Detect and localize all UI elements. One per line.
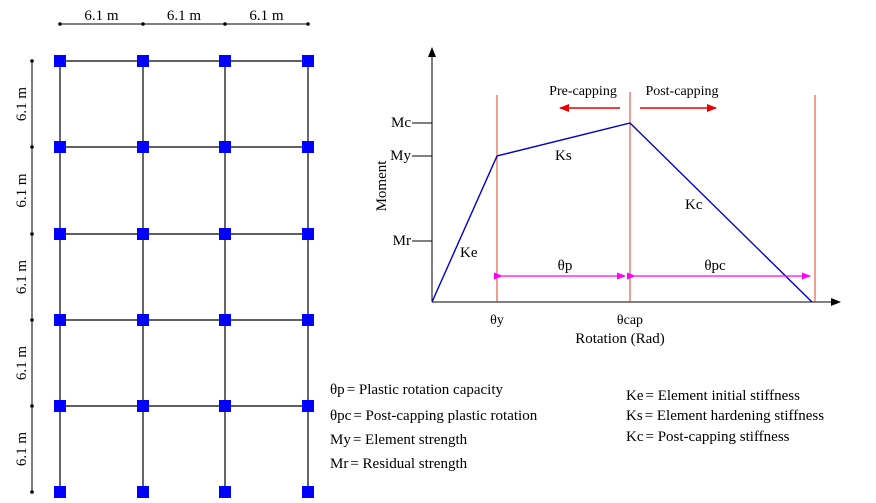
dimension-tick (306, 22, 310, 26)
backbone-diagram: Moment Rotation (Rad) Mc My Mr θy θcap K… (374, 47, 841, 347)
legend-symbol: Ke (626, 388, 644, 404)
backbone-curve (431, 122, 813, 303)
node (137, 141, 149, 153)
support-node (302, 486, 314, 498)
ks-label: Ks (555, 148, 572, 164)
legend-text: = Element hardening stiffness (645, 408, 825, 424)
story-label-5: 6.1 m (14, 87, 30, 122)
bay-label-3: 6.1 m (249, 8, 284, 24)
node (54, 55, 66, 67)
legend-text: = Element strength (353, 432, 468, 448)
support-node (137, 486, 149, 498)
legend-item-theta-p: θp = Plastic rotation capacity (330, 382, 504, 398)
story-dimensions: 6.1 m 6.1 m 6.1 m 6.1 m 6.1 m (14, 59, 34, 494)
legend-symbol: Ks (626, 408, 643, 424)
node (54, 314, 66, 326)
story-label-3: 6.1 m (14, 260, 30, 295)
legend-item-my: My = Element strength (330, 432, 468, 448)
dimension-tick (30, 318, 34, 322)
dimension-tick (30, 404, 34, 408)
node (137, 228, 149, 240)
theta-cap-label: θcap (617, 313, 643, 328)
frame-nodes (54, 55, 314, 498)
frame-elevation: 6.1 m 6.1 m 6.1 m 6.1 m 6.1 m 6.1 m 6.1 … (14, 8, 314, 498)
mr-label: Mr (393, 233, 411, 249)
legend-text: = Post-capping stiffness (646, 429, 790, 445)
story-label-4: 6.1 m (14, 173, 30, 208)
legend-text: = Residual strength (350, 456, 467, 472)
legend-text: = Post-capping plastic rotation (353, 408, 537, 424)
node (54, 400, 66, 412)
mc-label: Mc (391, 115, 411, 131)
theta-y-label: θy (490, 313, 504, 328)
dimension-tick (30, 59, 34, 63)
moment-axis-label: Moment (374, 160, 390, 212)
legend-symbol: θpc (330, 408, 352, 424)
bay-label-1: 6.1 m (84, 8, 119, 24)
story-label-1: 6.1 m (14, 432, 30, 467)
legend-item-kc: Kc = Post-capping stiffness (626, 429, 790, 445)
node (137, 55, 149, 67)
node (219, 55, 231, 67)
dimension-tick (30, 145, 34, 149)
node (219, 141, 231, 153)
kc-label: Kc (685, 197, 703, 213)
node (219, 228, 231, 240)
theta-pc-label: θpc (704, 258, 726, 274)
legend-text: = Plastic rotation capacity (347, 382, 504, 398)
legend-item-ke: Ke = Element initial stiffness (626, 388, 800, 404)
node (219, 400, 231, 412)
legend-text: = Element initial stiffness (646, 388, 801, 404)
dimension-tick (141, 22, 145, 26)
node (302, 228, 314, 240)
post-capping-label: Post-capping (645, 84, 718, 99)
bay-dimensions: 6.1 m 6.1 m 6.1 m (58, 8, 310, 26)
legend-item-mr: Mr = Residual strength (330, 456, 468, 472)
node (137, 400, 149, 412)
node (54, 228, 66, 240)
legend-item-theta-pc: θpc = Post-capping plastic rotation (330, 408, 538, 424)
dimension-tick (30, 490, 34, 494)
dimension-tick (30, 232, 34, 236)
rotation-axis-label: Rotation (Rad) (575, 331, 665, 347)
support-node (54, 486, 66, 498)
legend-symbol: Mr (330, 456, 348, 472)
node (302, 400, 314, 412)
frame-members (59, 60, 309, 492)
legend: θp = Plastic rotation capacity θpc = Post-… (330, 382, 824, 472)
moment-ticks (412, 122, 432, 242)
legend-symbol: My (330, 432, 351, 448)
my-label: My (390, 148, 411, 164)
legend-symbol: θp (330, 382, 345, 398)
rotation-guides (496, 92, 816, 302)
dimension-tick (58, 22, 62, 26)
node (302, 141, 314, 153)
theta-p-label: θp (558, 258, 573, 274)
support-node (219, 486, 231, 498)
node (219, 314, 231, 326)
node (137, 314, 149, 326)
node (302, 55, 314, 67)
node (54, 141, 66, 153)
ke-label: Ke (460, 245, 478, 261)
pre-capping-label: Pre-capping (549, 84, 617, 99)
bay-label-2: 6.1 m (167, 8, 202, 24)
dimension-tick (223, 22, 227, 26)
node (302, 314, 314, 326)
story-label-2: 6.1 m (14, 346, 30, 381)
legend-symbol: Kc (626, 429, 644, 445)
legend-item-ks: Ks = Element hardening stiffness (626, 408, 824, 424)
